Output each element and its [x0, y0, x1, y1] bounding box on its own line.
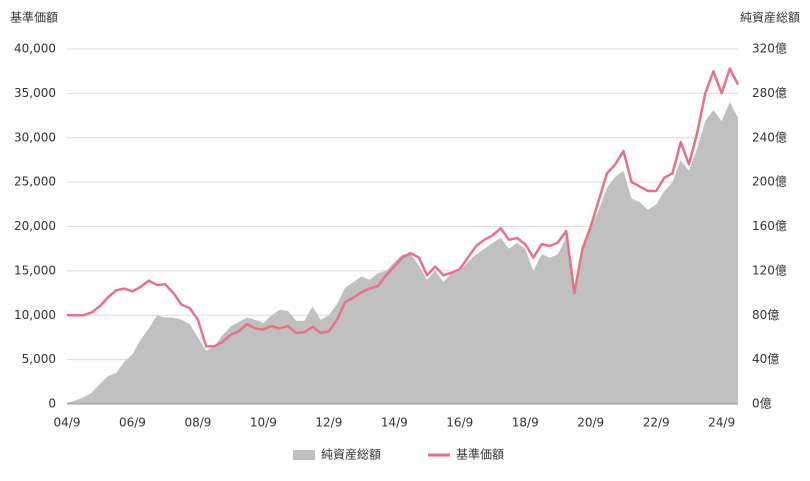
y2-tick-label: 80億: [752, 308, 779, 322]
y-tick-label: 0: [48, 397, 56, 411]
x-tick-label: 16/9: [446, 416, 473, 430]
x-tick-label: 12/9: [315, 416, 342, 430]
x-tick-label: 10/9: [250, 416, 277, 430]
y2-tick-label: 160億: [752, 219, 787, 233]
y2-tick-label: 280億: [752, 86, 787, 100]
line: [67, 67, 740, 348]
x-tick-label: 08/9: [184, 416, 211, 430]
legend-label: 基準価額: [456, 447, 504, 462]
x-tick-label: 18/9: [512, 416, 539, 430]
y-axis-title: 基準価額: [10, 10, 58, 25]
x-tick-label: 06/9: [119, 416, 146, 430]
x-tick-label: 22/9: [643, 416, 670, 430]
y2-tick-label: 120億: [752, 263, 787, 277]
y2-axis-title: 純資産総額: [740, 10, 800, 25]
y-tick-label: 35,000: [14, 86, 56, 100]
y-tick-label: 10,000: [14, 308, 56, 322]
y2-tick-label: 240億: [752, 130, 787, 144]
y-tick-label: 40,000: [14, 42, 56, 56]
y2-tick-label: 200億: [752, 175, 787, 189]
y-tick-label: 30,000: [14, 130, 56, 144]
legend-swatch: [293, 450, 315, 460]
area: [67, 102, 738, 404]
x-tick-label: 24/9: [708, 416, 735, 430]
y-tick-label: 25,000: [14, 175, 56, 189]
legend-label: 純資産総額: [321, 447, 381, 462]
x-tick-label: 04/9: [54, 416, 81, 430]
y-tick-label: 5,000: [22, 352, 56, 366]
y-tick-label: 20,000: [14, 219, 56, 233]
x-tick-label: 20/9: [577, 416, 604, 430]
x-tick-label: 14/9: [381, 416, 408, 430]
y-tick-label: 15,000: [14, 263, 56, 277]
y2-tick-label: 40億: [752, 352, 779, 366]
y2-tick-label: 0億: [752, 397, 772, 411]
y2-tick-label: 320億: [752, 42, 787, 56]
